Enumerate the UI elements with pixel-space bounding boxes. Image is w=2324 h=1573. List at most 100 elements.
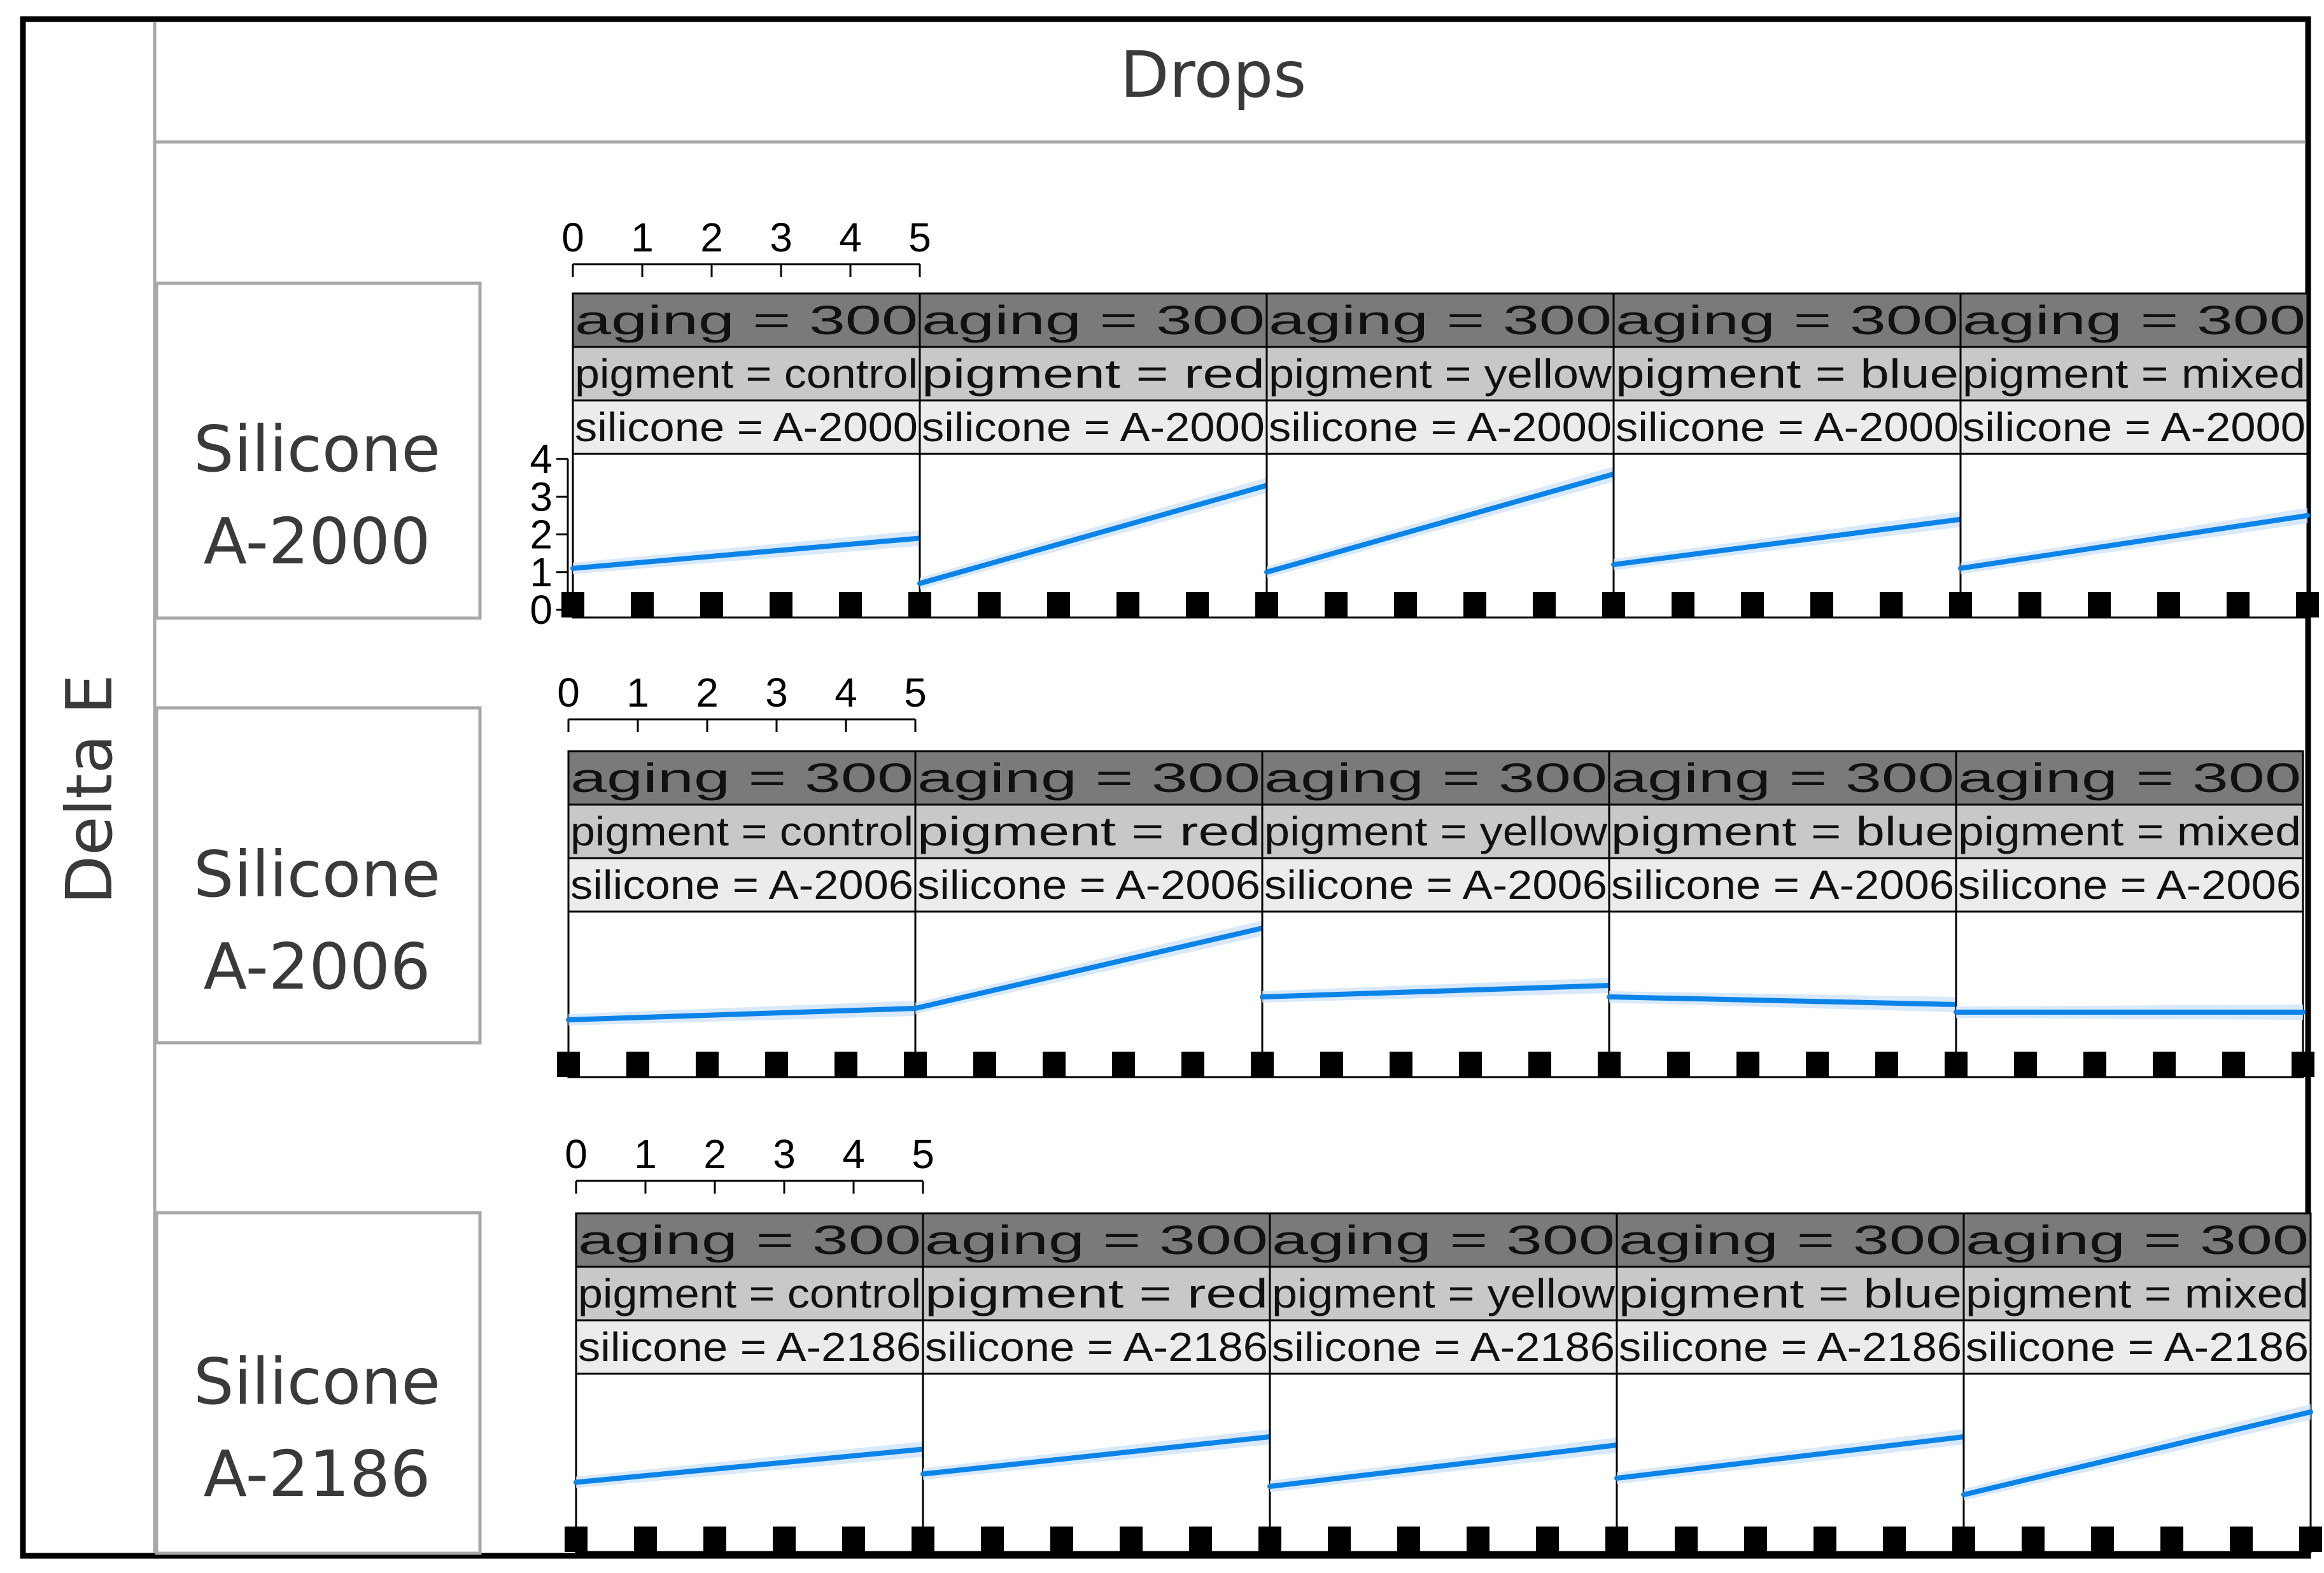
strip-pigment-label: pigment = mixed [1958,808,2301,854]
rug-mark [839,592,862,617]
strip-aging-bg [1955,750,2304,806]
y-tick-label: 3 [530,474,553,519]
rug-mark [1810,592,1833,617]
strip-pigment-bg [567,803,917,859]
x-tick-label: 5 [912,1131,934,1177]
rug-mark [981,1527,1004,1552]
y-tick-label: 2 [530,512,553,558]
rug-marks [912,1527,1281,1552]
strip-pigment-label: pigment = red [922,351,1265,397]
row-label-line1: Silicone [194,837,440,912]
rug-mark [2091,1527,2114,1552]
rug-mark [1602,592,1625,617]
x-tick-label: 0 [565,1131,588,1177]
strip-aging-label: aging = 300 [1962,297,2306,343]
rug-mark [696,1052,719,1077]
rug-mark [1043,1052,1066,1077]
rug-mark [561,592,584,617]
rug-mark [1325,592,1348,617]
rug-mark [1883,1527,1906,1552]
x-tick-label: 4 [835,670,857,716]
rug-marks [1949,592,2319,617]
rug-mark [1251,1052,1274,1077]
strip-aging-bg [575,1212,924,1268]
series-line [570,535,922,571]
strip-aging-label: aging = 300 [922,297,1265,343]
x-tick-label: 4 [839,215,862,260]
rug-mark [1605,1527,1628,1552]
strip-aging-label: aging = 300 [575,297,918,343]
panel: aging = 300 pigment = red silicone = A-200… [908,292,1278,619]
rug-mark [1189,1527,1212,1552]
rug-mark [2157,592,2180,617]
strip-aging-label: aging = 300 [925,1217,1268,1263]
x-tick-label: 3 [765,670,788,716]
strip-silicone-label: silicone = A-2006 [917,862,1260,908]
rug-mark [1116,592,1139,617]
strip-aging-bg [1612,292,1962,348]
strip-silicone-bg [1955,857,2304,913]
rug-mark [2160,1527,2183,1552]
row-label-2: Silicone A-2006 [155,706,482,1045]
rug-mark [1120,1527,1143,1552]
series-line [566,1006,918,1022]
rug-mark [1806,1052,1829,1077]
rug-mark [1181,1052,1204,1077]
x-tick-label: 2 [700,215,723,260]
series-line [1614,1434,1966,1481]
strip-pigment-label: pigment = mixed [1966,1271,2309,1316]
strip-aging-bg [1616,1212,1965,1268]
rug-mark [2227,592,2250,617]
strip-silicone-label: silicone = A-2000 [922,404,1265,450]
strip-aging-bg [919,292,1268,348]
panel: aging = 300 pigment = blue silicone = A-21… [1605,1212,1975,1553]
strip-silicone-label: silicone = A-2000 [575,404,918,450]
strip-pigment-bg [575,1266,924,1322]
rug-mark [773,1527,796,1552]
x-tick-label: 2 [696,670,719,716]
panel: aging = 300 pigment = yellow silicone = A-… [1255,292,1625,619]
strip-silicone-bg [922,1319,1271,1375]
rug-mark [1672,592,1694,617]
rug-marks [1952,1527,2322,1552]
rug-mark [700,592,723,617]
row-label-3: Silicone A-2186 [155,1211,482,1555]
rug-mark [631,592,654,617]
x-tick-label: 1 [634,1131,657,1177]
row-label-1: Silicone A-2000 [155,281,482,620]
panel: aging = 300 pigment = mixed silicone = A-2… [1952,1212,2322,1553]
strip-pigment-label: pigment = control [578,1271,921,1316]
rug-mark [1667,1052,1690,1077]
plot-area [1962,1372,2312,1553]
rug-mark [1533,592,1556,617]
strip-silicone-label: silicone = A-2186 [1966,1324,2309,1370]
y-tick-label: 1 [530,549,553,595]
strip-aging-bg [1959,292,2309,348]
rug-mark [1186,592,1209,617]
strip-pigment-bg [1265,346,1615,402]
panel: aging = 300 pigment = red silicone = A-218… [912,1212,1281,1553]
plot-area [572,453,921,619]
strip-silicone-bg [575,1319,924,1375]
strip-silicone-label: silicone = A-2006 [1264,862,1607,908]
rug-mark [1875,1052,1898,1077]
series-line [917,483,1269,586]
rug-mark [2299,1527,2322,1552]
x-axis-top: 0 1 2 3 4 5 [561,215,931,277]
strip-aging-bg [1261,750,1610,806]
row-label-line2: A-2006 [204,929,431,1004]
rug-mark [1813,1527,1836,1552]
strip-aging-bg [922,1212,1271,1268]
plot-area [919,453,1268,619]
row-label-line2: A-2000 [204,504,431,579]
strip-silicone-bg [1959,399,2309,455]
series-line [574,1446,926,1485]
rug-mark [2222,1052,2245,1077]
strip-pigment-label: pigment = blue [1611,808,1954,854]
strip-pigment-bg [1955,803,2304,859]
rug-mark [770,592,792,617]
plot-area [567,910,917,1078]
x-tick-label: 2 [703,1131,726,1177]
